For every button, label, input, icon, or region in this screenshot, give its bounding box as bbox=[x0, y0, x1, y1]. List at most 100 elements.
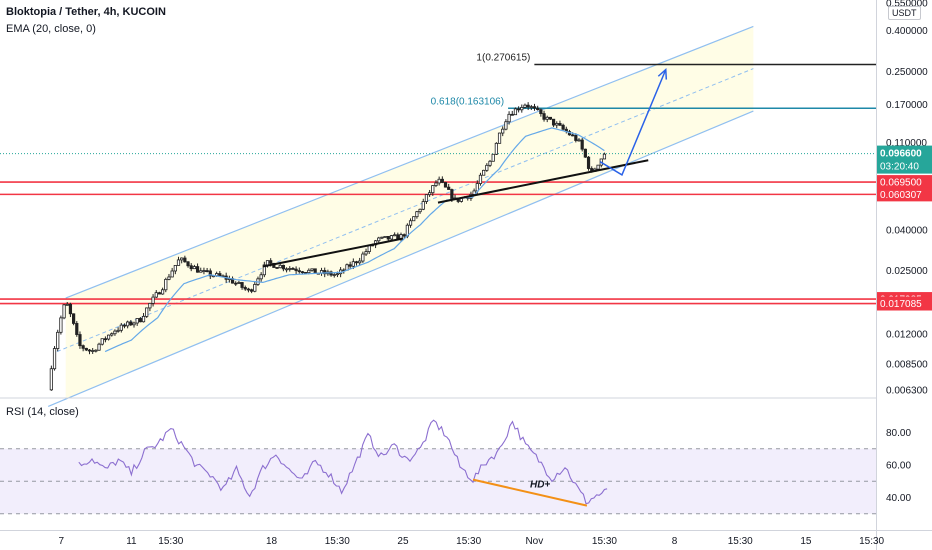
candle-body bbox=[62, 304, 66, 319]
candle-body bbox=[491, 153, 495, 162]
support-trendline-2 bbox=[437, 159, 649, 204]
candle-body bbox=[78, 334, 82, 347]
time-tick-label: 15:30 bbox=[859, 536, 884, 547]
candle-body bbox=[237, 282, 241, 284]
candle-body bbox=[113, 330, 117, 335]
divergence-line bbox=[472, 478, 588, 507]
time-tick-label: 7 bbox=[59, 536, 65, 547]
candle-body bbox=[116, 329, 120, 332]
candle-body bbox=[164, 278, 168, 291]
trendlines[interactable] bbox=[262, 159, 649, 268]
candle-body bbox=[186, 261, 190, 267]
candle-body bbox=[415, 211, 419, 218]
candle-body bbox=[574, 134, 578, 141]
candle-body bbox=[602, 153, 607, 160]
price-tick-label: 0.110000 bbox=[886, 138, 927, 149]
candle-body bbox=[81, 345, 85, 349]
rsi-tick-label: 60.00 bbox=[886, 461, 911, 472]
candle-body bbox=[167, 276, 171, 280]
candle-body bbox=[110, 333, 114, 336]
candle-body bbox=[265, 260, 270, 266]
candle-body bbox=[132, 322, 136, 326]
candle-body bbox=[300, 271, 305, 274]
time-tick-label: 8 bbox=[672, 536, 678, 547]
candle-body bbox=[59, 317, 63, 333]
candle-body bbox=[135, 318, 139, 324]
support-trendline-1 bbox=[262, 237, 404, 268]
candle-body bbox=[354, 261, 359, 264]
time-tick-label: 15 bbox=[800, 536, 812, 547]
candle-body bbox=[526, 104, 530, 108]
candle-body bbox=[281, 264, 285, 270]
currency-badge[interactable]: USDT bbox=[888, 6, 921, 20]
candle-body bbox=[243, 287, 247, 290]
candle-body bbox=[532, 106, 537, 109]
candle-body bbox=[402, 234, 406, 237]
candle-body bbox=[520, 107, 524, 111]
rsi-line bbox=[78, 419, 608, 505]
candle-body bbox=[335, 273, 340, 276]
candle-body bbox=[424, 194, 429, 202]
chart-title: Bloktopia / Tether, 4h, KUCOIN bbox=[6, 6, 166, 18]
ema-legend[interactable]: EMA (20, close, 0) bbox=[6, 23, 96, 35]
level-tag-0 bbox=[877, 175, 932, 190]
candle-body bbox=[488, 160, 492, 166]
candle-body bbox=[129, 321, 133, 326]
candle-body bbox=[97, 343, 101, 351]
level-tag-label-3: 0.017085 bbox=[880, 299, 922, 310]
time-tick-label: 15:30 bbox=[728, 536, 753, 547]
candle-body bbox=[313, 268, 317, 274]
price-axis[interactable]: 0.550000 0.400000 0.250000 0.170000 0.110000… bbox=[877, 0, 932, 504]
candle-body bbox=[269, 260, 273, 264]
candle-body bbox=[386, 235, 390, 240]
candle-body bbox=[262, 264, 266, 276]
candle-body bbox=[84, 347, 88, 351]
candle-body bbox=[586, 156, 591, 169]
candle-body bbox=[443, 182, 448, 188]
channel-fill bbox=[65, 26, 754, 400]
level-tag-label-0: 0.069500 bbox=[880, 178, 922, 189]
candle-body bbox=[367, 245, 371, 253]
candle-body bbox=[542, 113, 546, 120]
regression-channel bbox=[47, 25, 754, 408]
fib-label-1: 0.618(0.163106) bbox=[431, 96, 504, 107]
last-price-value: 0.096600 bbox=[880, 149, 922, 160]
candle-body bbox=[259, 274, 263, 280]
candle-body bbox=[56, 331, 60, 349]
projection-arrow[interactable] bbox=[599, 68, 668, 177]
time-tick-label: 11 bbox=[126, 536, 137, 547]
candle-body bbox=[478, 174, 483, 184]
candle-body bbox=[545, 116, 549, 120]
candle-body bbox=[523, 104, 527, 108]
candle-body bbox=[431, 185, 435, 194]
price-tick-label: 0.006300 bbox=[886, 385, 928, 396]
candle-body bbox=[176, 259, 181, 266]
candle-body bbox=[380, 236, 384, 239]
candle-body bbox=[307, 269, 311, 274]
candle-body bbox=[291, 268, 295, 270]
candle-body bbox=[154, 292, 158, 298]
candle-body bbox=[571, 134, 575, 137]
rsi-legend[interactable]: RSI (14, close) bbox=[6, 406, 79, 418]
candle-body bbox=[288, 268, 292, 270]
candle-body bbox=[548, 116, 553, 120]
candle-body bbox=[434, 182, 438, 186]
candle-body bbox=[218, 273, 222, 277]
candle-body bbox=[250, 289, 254, 292]
candle-body bbox=[87, 349, 92, 352]
candle-body bbox=[52, 348, 57, 370]
candle-body bbox=[122, 324, 127, 327]
candle-body bbox=[497, 132, 502, 144]
candle-body bbox=[551, 118, 556, 126]
candle-body bbox=[294, 268, 298, 272]
candle-body bbox=[583, 148, 587, 158]
candle-body bbox=[513, 108, 518, 116]
time-axis[interactable]: 7 11 15:30 18 15:30 25 15:30 Nov 15:30 8 15:30 15 15… bbox=[59, 536, 885, 547]
rsi-pane: HD+ bbox=[0, 419, 876, 515]
candle-body bbox=[195, 266, 200, 273]
candle-body bbox=[475, 183, 479, 192]
candle-body bbox=[558, 123, 562, 126]
rsi-tick-label: 40.00 bbox=[886, 493, 911, 504]
